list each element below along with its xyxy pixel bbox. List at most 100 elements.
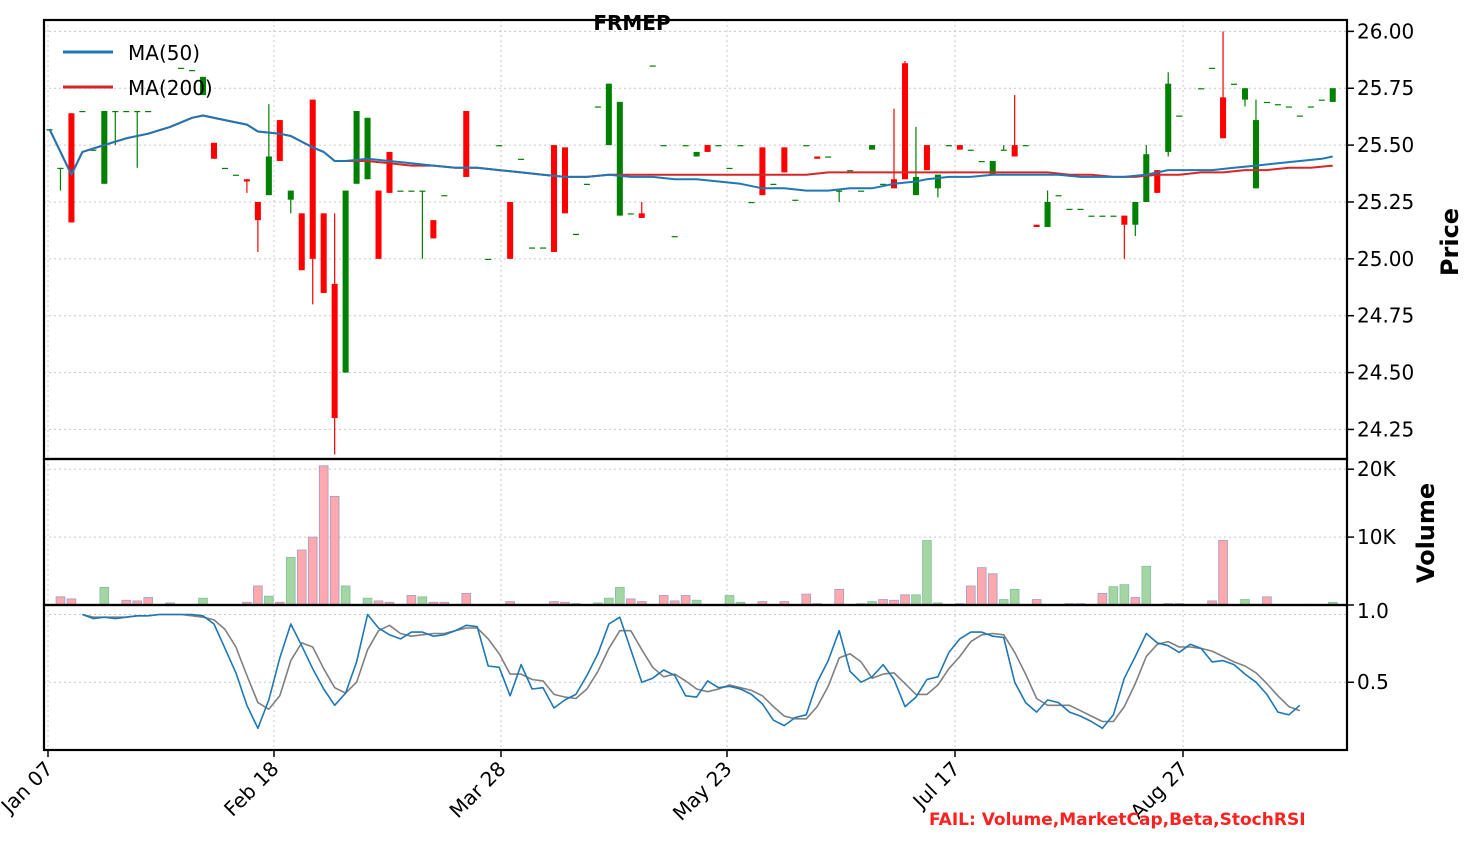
candle-body	[134, 110, 141, 113]
x-tick-label: May 23	[668, 757, 737, 826]
grid-lines	[44, 20, 1347, 750]
candle-body	[923, 145, 930, 171]
candle-body	[759, 147, 766, 196]
candle-body	[221, 167, 228, 170]
candle-body	[715, 145, 722, 147]
candle-body	[847, 170, 854, 172]
x-tick-label: Jan 07	[0, 757, 58, 820]
candle-body	[320, 213, 327, 293]
volume-bars	[55, 465, 1338, 606]
candle-body	[485, 258, 492, 261]
candle-body	[1154, 170, 1161, 193]
candle-body	[364, 117, 371, 180]
volume-bar	[976, 567, 987, 606]
candle-body	[463, 110, 470, 177]
candle-body	[430, 220, 437, 239]
candle-body	[57, 167, 64, 170]
candle-body	[68, 113, 75, 223]
ma200-line	[48, 114, 1333, 178]
candle-body	[616, 101, 623, 216]
candle-body	[265, 156, 272, 196]
candle-body	[1011, 145, 1018, 157]
stoch-k-line	[82, 613, 1301, 730]
candle-body	[561, 147, 568, 214]
candle-body	[540, 247, 547, 249]
volume-bar	[1009, 588, 1020, 606]
candle-body	[178, 67, 185, 69]
candle-body	[945, 145, 952, 147]
candle-body	[1143, 154, 1150, 202]
candle-body	[803, 145, 810, 147]
candle-body	[550, 145, 558, 253]
candle-body	[814, 156, 821, 159]
volume-bar	[340, 585, 351, 606]
fail-notice: FAIL: Volume,MarketCap,Beta,StochRSI	[929, 810, 1306, 830]
volume-bar	[1119, 584, 1130, 606]
candle-body	[1263, 101, 1270, 104]
stoch-d-line	[82, 613, 1301, 723]
volume-bar	[724, 595, 735, 606]
volume-bar	[900, 594, 910, 606]
volume-bar	[417, 596, 428, 606]
candle-body	[825, 156, 832, 158]
candle-body	[1176, 115, 1183, 117]
candle-body	[1088, 215, 1095, 217]
price-tick-label: 25.50	[1357, 133, 1414, 157]
candle-body	[605, 83, 612, 146]
price-tick-label: 25.75	[1357, 76, 1414, 100]
volume-bar	[285, 557, 296, 606]
volume-bar	[966, 585, 976, 606]
volume-bar	[1097, 593, 1108, 606]
candle-body	[967, 149, 974, 151]
candle-body	[978, 161, 985, 163]
axis-ticks: 24.25 24.50 24.75 25.00 25.25 25.50 25.75 26.00…	[0, 19, 1414, 825]
volume-bar	[318, 465, 329, 606]
candle-body	[309, 99, 316, 259]
stoch-tick-label: 0.5	[1357, 670, 1389, 694]
candle-body	[1066, 208, 1073, 210]
volume-bar	[1108, 586, 1119, 606]
candle-body	[1231, 83, 1238, 85]
volume-bar	[911, 594, 921, 606]
candle-body	[956, 145, 963, 150]
candle-body	[836, 190, 843, 192]
volume-bar	[680, 595, 691, 606]
candle-body	[594, 106, 601, 108]
candle-body	[912, 176, 919, 196]
candle-body	[583, 183, 590, 185]
candle-body	[1198, 88, 1205, 90]
candle-body	[660, 145, 667, 147]
candle-body	[726, 167, 733, 170]
volume-bar	[99, 586, 110, 606]
chart-title: FRMEP	[593, 11, 670, 35]
candle-body	[397, 190, 404, 192]
candle-body	[792, 199, 799, 201]
candle-body	[1307, 106, 1314, 108]
volume-bar	[55, 596, 66, 606]
candle-body	[529, 247, 536, 249]
x-tick-label: Feb 18	[219, 757, 284, 822]
candle-body	[101, 110, 108, 184]
candle-body	[1000, 149, 1007, 151]
candle-body	[1274, 104, 1281, 106]
candle-body	[781, 147, 788, 173]
volume-bar	[834, 588, 844, 606]
candle-body	[298, 213, 305, 271]
volume-tick-label: 10K	[1357, 525, 1396, 549]
candle-body	[1209, 67, 1216, 69]
candle-body	[518, 158, 525, 160]
candle-body	[441, 195, 448, 197]
candle-body	[1285, 106, 1292, 108]
candle-body	[1318, 99, 1325, 101]
candle-body	[1165, 83, 1172, 152]
candle-body	[210, 142, 218, 159]
price-tick-label: 25.00	[1357, 247, 1414, 271]
candle-body	[704, 145, 711, 152]
candle-body	[858, 190, 865, 192]
volume-bar	[461, 593, 472, 606]
ma50-line	[48, 114, 1333, 192]
panel-frame-2	[42, 603, 1349, 752]
candle-body	[243, 179, 250, 182]
candle-body	[232, 174, 239, 176]
volume-bar	[922, 540, 932, 606]
